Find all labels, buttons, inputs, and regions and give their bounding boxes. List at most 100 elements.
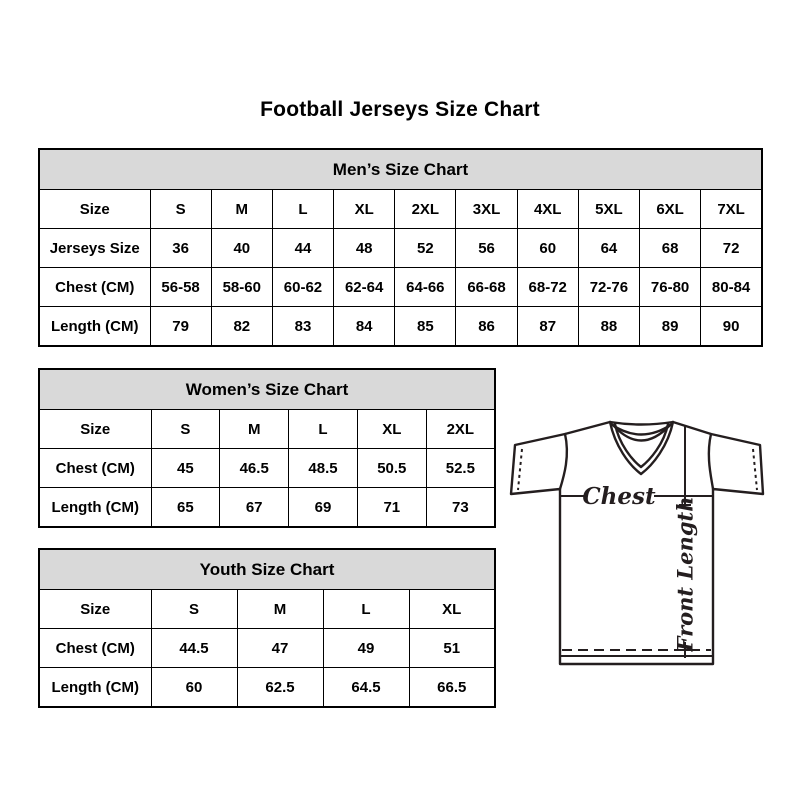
value-cell: 85 <box>394 306 457 347</box>
table-row: Length (CM) 60 62.5 64.5 66.5 <box>38 667 496 708</box>
row-label-cell: Length (CM) <box>38 487 152 528</box>
value-cell: 82 <box>210 306 273 347</box>
row-label-cell: Size <box>38 189 151 229</box>
value-cell: 58-60 <box>210 267 273 307</box>
page-title: Football Jerseys Size Chart <box>260 98 540 121</box>
mens-size-chart-table: Men’s Size Chart Size S M L XL 2XL 3XL 4XL 5XL 6XL… <box>38 148 763 347</box>
value-cell: 7XL <box>700 189 763 229</box>
collar-back-arc-2 <box>611 423 672 442</box>
value-cell: 60-62 <box>271 267 335 307</box>
value-cell: 5XL <box>577 189 641 229</box>
row-label-cell: Length (CM) <box>38 306 151 347</box>
value-cell: 2XL <box>394 189 457 229</box>
value-cell: 56 <box>455 228 518 268</box>
value-cell: 44 <box>271 228 335 268</box>
left-sleeve-seam <box>558 432 569 491</box>
row-label-cell: Size <box>38 589 152 629</box>
value-cell: 86 <box>455 306 518 347</box>
value-cell: XL <box>408 589 496 629</box>
value-cell: 83 <box>271 306 335 347</box>
value-cell: 52.5 <box>425 448 496 488</box>
value-cell: 40 <box>210 228 273 268</box>
value-cell: M <box>236 589 324 629</box>
value-cell: 65 <box>150 487 221 528</box>
collar-top-line <box>608 420 675 426</box>
value-cell: 49 <box>322 628 410 668</box>
value-cell: M <box>210 189 273 229</box>
table-row: Size S M L XL 2XL 3XL 4XL 5XL 6XL 7XL <box>38 189 763 229</box>
value-cell: 66-68 <box>455 267 518 307</box>
table-row: Length (CM) 65 67 69 71 73 <box>38 487 496 528</box>
jersey-measurement-diagram: Chest Front Length <box>505 404 775 670</box>
vneck-inner-line <box>613 422 670 469</box>
value-cell: 64 <box>577 228 641 268</box>
vneck-outer-line <box>608 420 675 476</box>
row-label-cell: Length (CM) <box>38 667 152 708</box>
value-cell: 79 <box>149 306 212 347</box>
jersey-outline <box>509 420 765 666</box>
table-row: Length (CM) 79 82 83 84 85 86 87 88 89 90 <box>38 306 763 347</box>
table-row: Size S M L XL 2XL <box>38 409 496 449</box>
youth-size-chart-table: Youth Size Chart Size S M L XL Chest (CM) 44.5 4… <box>38 548 496 708</box>
value-cell: 2XL <box>425 409 496 449</box>
value-cell: 45 <box>150 448 221 488</box>
value-cell: 62-64 <box>333 267 396 307</box>
table-row: Chest (CM) 56-58 58-60 60-62 62-64 64-66 66-68… <box>38 267 763 307</box>
value-cell: 60 <box>150 667 238 708</box>
value-cell: 50.5 <box>356 448 427 488</box>
value-cell: 66.5 <box>408 667 496 708</box>
row-label-cell: Size <box>38 409 152 449</box>
value-cell: M <box>219 409 290 449</box>
left-cuff-dotted-line <box>517 448 523 491</box>
table-row: Chest (CM) 45 46.5 48.5 50.5 52.5 <box>38 448 496 488</box>
value-cell: L <box>271 189 335 229</box>
value-cell: 56-58 <box>149 267 212 307</box>
value-cell: 69 <box>288 487 358 528</box>
jersey-diagram-svg: Chest Front Length <box>509 420 765 666</box>
value-cell: 36 <box>149 228 212 268</box>
value-cell: 51 <box>408 628 496 668</box>
table-row: Chest (CM) 44.5 47 49 51 <box>38 628 496 668</box>
value-cell: 62.5 <box>236 667 324 708</box>
value-cell: 67 <box>219 487 290 528</box>
value-cell: 88 <box>577 306 641 347</box>
womens-size-chart-table: Women’s Size Chart Size S M L XL 2XL Chest (CM)… <box>38 368 496 528</box>
value-cell: 87 <box>516 306 579 347</box>
value-cell: XL <box>333 189 396 229</box>
value-cell: L <box>288 409 358 449</box>
value-cell: 71 <box>356 487 427 528</box>
value-cell: 90 <box>700 306 763 347</box>
value-cell: 48 <box>333 228 396 268</box>
right-sleeve-seam <box>707 432 715 491</box>
value-cell: 44.5 <box>150 628 238 668</box>
value-cell: S <box>150 589 238 629</box>
chest-measurement-label: Chest <box>582 483 656 510</box>
table-title: Youth Size Chart <box>38 548 496 590</box>
value-cell: 76-80 <box>638 267 702 307</box>
value-cell: 68-72 <box>516 267 579 307</box>
right-cuff-dotted-line <box>752 448 758 491</box>
value-cell: 52 <box>394 228 457 268</box>
value-cell: 73 <box>425 487 496 528</box>
value-cell: 64-66 <box>394 267 457 307</box>
value-cell: L <box>322 589 410 629</box>
value-cell: 6XL <box>638 189 702 229</box>
row-label-cell: Chest (CM) <box>38 448 152 488</box>
value-cell: 64.5 <box>322 667 410 708</box>
value-cell: 89 <box>638 306 702 347</box>
value-cell: 60 <box>516 228 579 268</box>
value-cell: XL <box>356 409 427 449</box>
value-cell: 80-84 <box>700 267 763 307</box>
value-cell: 47 <box>236 628 324 668</box>
value-cell: S <box>149 189 212 229</box>
table-row: Size S M L XL <box>38 589 496 629</box>
value-cell: S <box>150 409 221 449</box>
value-cell: 48.5 <box>288 448 358 488</box>
value-cell: 46.5 <box>219 448 290 488</box>
value-cell: 72 <box>700 228 763 268</box>
row-label-cell: Jerseys Size <box>38 228 151 268</box>
row-label-cell: Chest (CM) <box>38 267 151 307</box>
value-cell: 68 <box>638 228 702 268</box>
value-cell: 3XL <box>455 189 518 229</box>
